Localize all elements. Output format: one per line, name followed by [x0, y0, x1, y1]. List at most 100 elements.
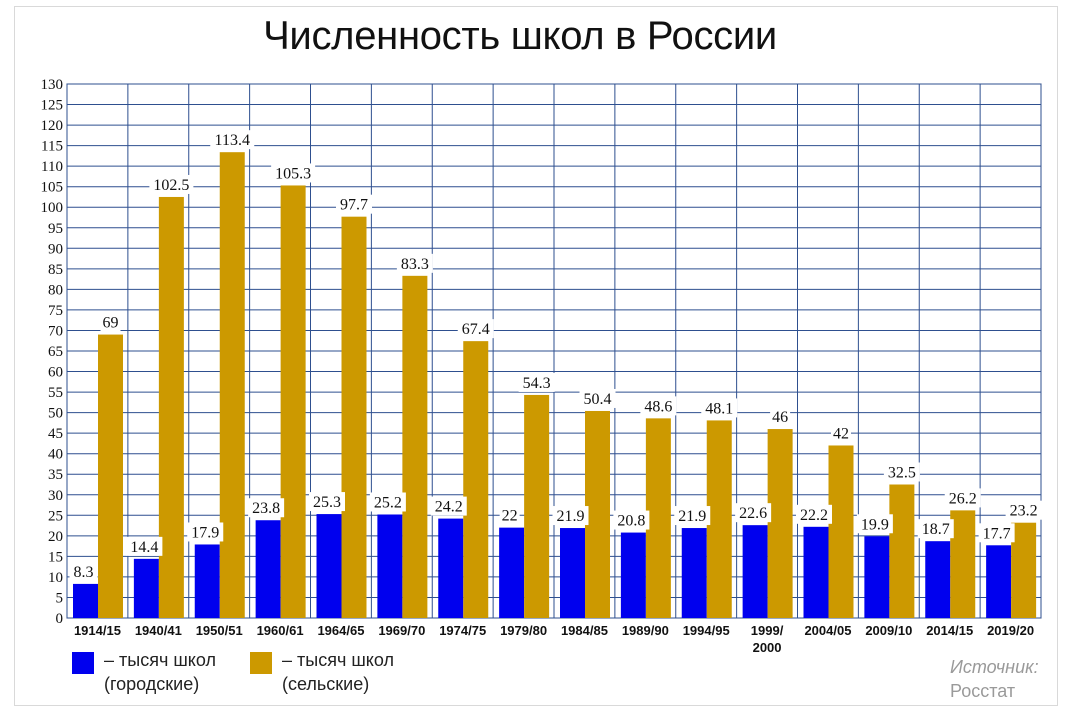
legend-swatch-rural — [250, 652, 272, 674]
data-label-bg-rural — [770, 407, 791, 427]
data-label-bg-urban — [796, 504, 832, 524]
x-tick-label: 1989/90 — [622, 623, 669, 638]
data-label-bg-urban — [126, 536, 163, 556]
data-label-urban: 25.2 — [374, 494, 402, 511]
x-tick-label: 1914/15 — [74, 623, 121, 638]
y-tick-label: 20 — [48, 529, 63, 545]
bar-urban — [864, 536, 890, 618]
legend-swatch-urban — [72, 652, 94, 674]
data-label-urban: 22 — [502, 508, 518, 525]
data-label-bg-urban — [499, 505, 520, 525]
y-tick-label: 70 — [48, 323, 63, 339]
bar-rural — [767, 429, 793, 618]
x-tick-label: 1969/70 — [378, 623, 425, 638]
bar-rural — [524, 394, 550, 618]
y-tick-label: 85 — [48, 262, 63, 278]
x-tick-label: 1974/75 — [439, 623, 486, 638]
y-tick-label: 90 — [48, 241, 63, 257]
data-label-bg-rural — [701, 398, 738, 418]
data-label-urban: 14.4 — [130, 539, 158, 556]
data-label-bg-rural — [944, 488, 981, 508]
bar-urban — [620, 532, 646, 618]
y-tick-label: 25 — [48, 508, 63, 524]
bar-rural — [706, 420, 732, 618]
data-label-bg-urban — [856, 514, 893, 534]
x-tick-label: 1940/41 — [135, 623, 182, 638]
data-label-urban: 22.2 — [800, 507, 828, 524]
y-tick-label: 80 — [48, 282, 63, 298]
x-tick-label: 1999/ — [751, 623, 784, 638]
bar-rural — [219, 152, 245, 619]
data-label-bg-rural — [396, 253, 433, 273]
x-tick-label: 1964/65 — [317, 623, 364, 638]
data-label-rural: 42 — [833, 425, 849, 442]
data-label-bg-urban — [430, 496, 467, 516]
bar-urban — [986, 545, 1012, 618]
x-tick-label: 1994/95 — [683, 623, 730, 638]
y-tick-label: 105 — [41, 180, 64, 196]
data-label-bg-urban — [552, 506, 589, 526]
data-label-bg-urban — [978, 523, 1015, 543]
data-label-bg-urban — [187, 522, 224, 542]
data-label-urban: 23.8 — [252, 500, 280, 517]
chart-frame — [14, 6, 1058, 706]
data-label-bg-urban — [674, 506, 711, 526]
legend-urban-line1: – тысяч школ — [104, 650, 216, 670]
source-label: Источник: — [950, 657, 1039, 677]
y-tick-label: 50 — [48, 406, 63, 422]
data-label-rural: 46 — [772, 409, 788, 426]
data-label-bg-rural — [1005, 500, 1042, 520]
data-label-bg-urban — [613, 510, 650, 530]
x-tick-label: 2004/05 — [804, 623, 851, 638]
chart-title: Численность школ в России — [263, 14, 777, 58]
data-label-bg-rural — [210, 130, 255, 150]
bar-rural — [645, 418, 671, 618]
data-label-rural: 105.3 — [275, 165, 311, 182]
data-label-urban: 25.3 — [313, 494, 341, 511]
bar-urban — [803, 526, 829, 618]
data-label-rural: 32.5 — [888, 465, 916, 482]
source-name: Росстат — [950, 681, 1016, 701]
y-tick-label: 120 — [41, 118, 64, 134]
data-label-rural: 26.2 — [949, 490, 977, 507]
legend-rural-line1: – тысяч школ — [282, 650, 394, 670]
x-tick-label: 1979/80 — [500, 623, 547, 638]
source-note: Источник: Росстат — [950, 655, 1039, 703]
y-tick-label: 95 — [48, 221, 63, 237]
y-tick-label: 75 — [48, 303, 63, 319]
bar-urban — [377, 514, 403, 618]
data-label-urban: 19.9 — [861, 516, 889, 533]
y-tick-label: 60 — [48, 365, 63, 381]
y-tick-label: 10 — [48, 570, 63, 586]
y-tick-label: 125 — [41, 98, 64, 114]
data-label-urban: 21.9 — [557, 508, 585, 525]
data-label-bg-rural — [579, 388, 616, 408]
data-label-urban: 20.8 — [617, 513, 645, 530]
data-label-rural: 69 — [103, 315, 119, 332]
data-label-rural: 48.6 — [644, 398, 672, 415]
data-label-bg-urban — [369, 492, 406, 512]
data-label-rural: 102.5 — [153, 177, 189, 194]
legend-rural-line2: (сельские) — [282, 674, 370, 694]
data-label-bg-rural — [100, 312, 121, 332]
data-label-bg-urban — [248, 498, 285, 518]
data-label-urban: 22.6 — [739, 505, 767, 522]
data-label-rural: 50.4 — [584, 391, 612, 408]
bar-urban — [925, 541, 951, 618]
bar-urban — [499, 527, 525, 618]
y-tick-label: 115 — [41, 139, 63, 155]
data-label-urban: 17.9 — [191, 524, 219, 541]
x-tick-label: 2019/20 — [987, 623, 1034, 638]
y-tick-label: 30 — [48, 488, 63, 504]
bar-rural — [828, 445, 854, 618]
x-tick-label: 2014/15 — [926, 623, 973, 638]
bar-urban — [316, 514, 342, 618]
data-label-rural: 54.3 — [523, 375, 551, 392]
bar-urban — [255, 520, 281, 618]
data-label-bg-urban — [735, 503, 772, 523]
legend-urban-line2: (городские) — [104, 674, 200, 694]
bar-urban — [681, 528, 707, 618]
x-tick-label: 1950/51 — [196, 623, 243, 638]
bar-rural — [950, 510, 976, 618]
bar-rural — [1011, 522, 1037, 618]
